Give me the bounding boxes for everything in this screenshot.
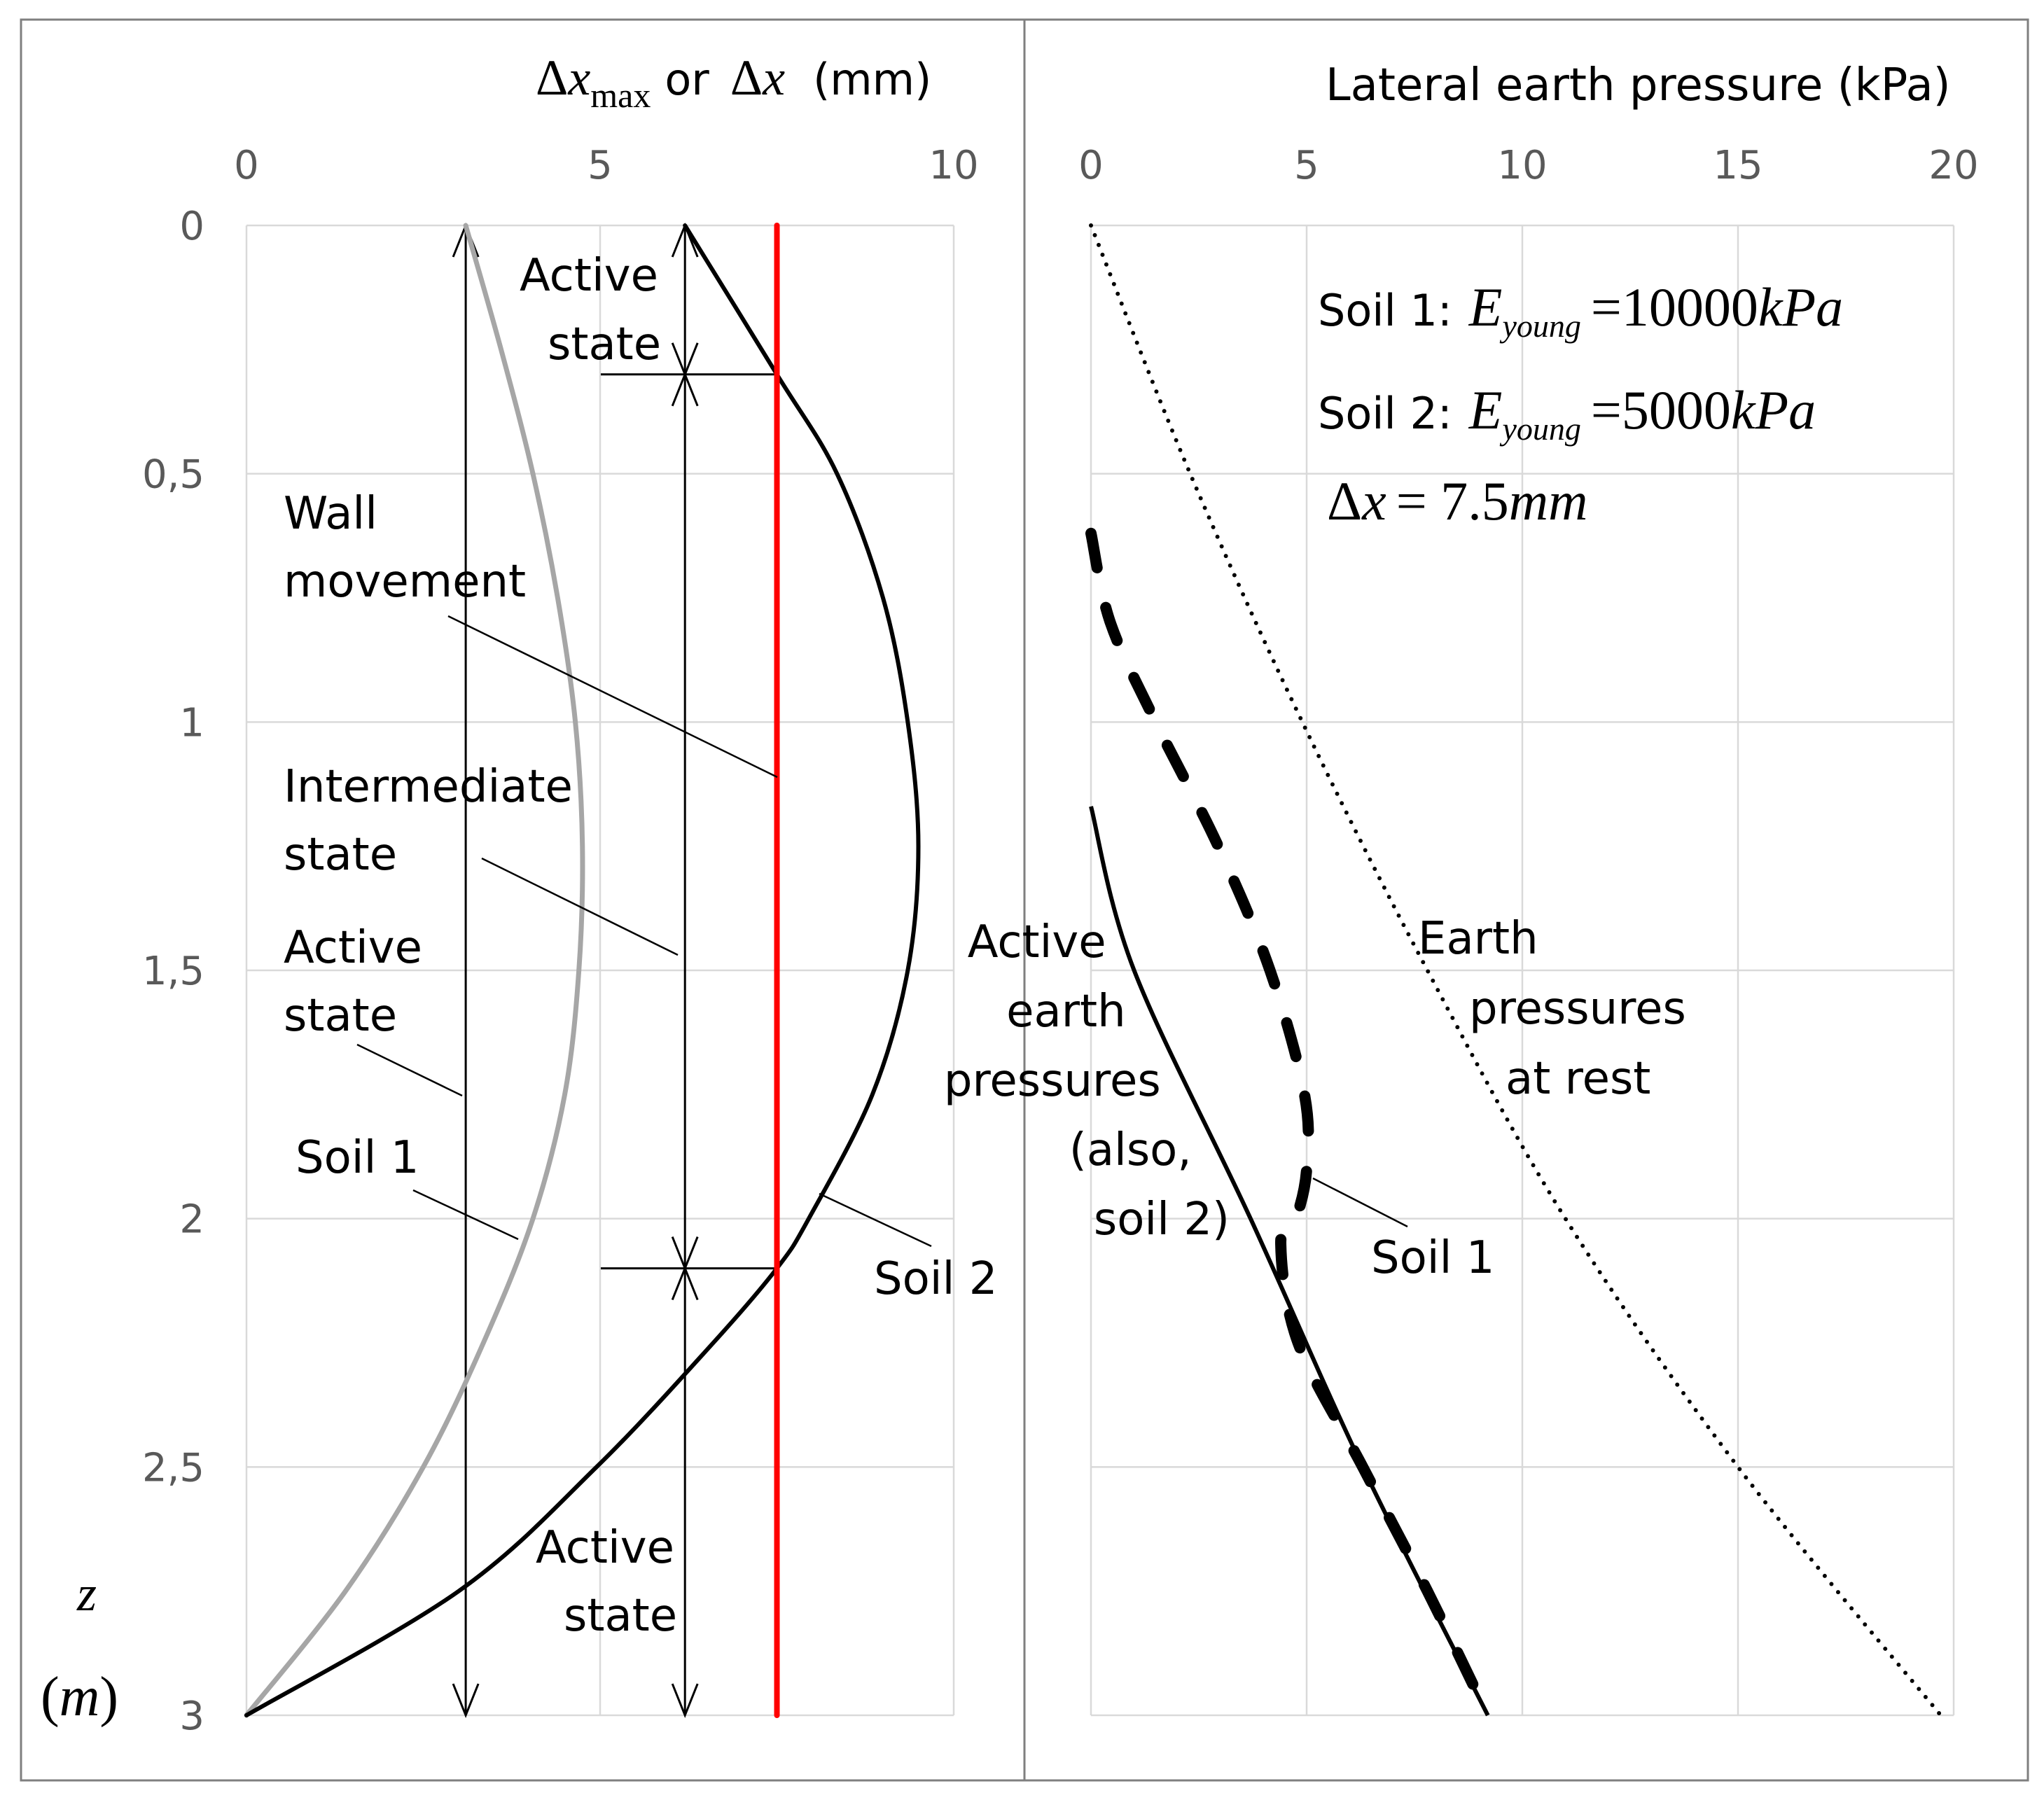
left-series-soil1: [244, 223, 585, 1718]
delta-x-param: Δx = 7.5mm: [1327, 470, 1587, 531]
soil2-param: Soil 2: Eyoung =5000kPa: [1318, 379, 1816, 447]
right-panel: 0 5 10 15 20 Lateral earth pressure (kPa) Ac…: [944, 60, 1979, 1721]
left-y-tick-label: 3: [179, 1694, 204, 1739]
dimension-arrowhead: [671, 1683, 699, 1719]
wall-movement-label: Wall movement: [284, 488, 526, 608]
left-x-tick-label: 0: [234, 143, 259, 188]
right-x-axis-title: Lateral earth pressure (kPa): [1326, 60, 1951, 111]
soil2-label: Soil 2: [874, 1253, 997, 1305]
left-y-tick-label: 0,5: [142, 452, 204, 498]
active-mid-leader-line: [356, 1043, 463, 1097]
soil1-right-label: Soil 1: [1371, 1232, 1494, 1284]
right-x-tick-label: 0: [1078, 143, 1104, 188]
left-x-tick-label: 10: [929, 143, 978, 188]
left-annotations: Active state Wall movement Intermediate sta…: [284, 250, 997, 1642]
soil1-left-label: Soil 1: [296, 1132, 419, 1184]
right-x-tick-label: 15: [1713, 143, 1763, 188]
right-series-active: [1089, 806, 1490, 1717]
intermediate-leader-line: [481, 857, 679, 956]
soil2-leader-line: [819, 1192, 932, 1248]
right-series-at_rest: [1089, 223, 1943, 1717]
active-bottom-label: Active state: [536, 1522, 677, 1642]
left-y-tick-label: 1: [179, 700, 204, 746]
left-y-tick-label: 0: [179, 204, 204, 249]
right-x-tick-label: 20: [1928, 143, 1978, 188]
left-series-soil2: [244, 223, 921, 1717]
right-gridlines: [1090, 224, 1955, 1717]
left-y-tick-labels: 0 0,5 1 1,5 2 2,5 3: [142, 204, 204, 1739]
left-x-tick-label: 5: [588, 143, 613, 188]
left-leader-lines: [356, 615, 932, 1248]
soil1-param: Soil 1: Eyoung =10000kPa: [1318, 277, 1843, 344]
right-annotations: Active earth pressures (also, soil 2) Ea…: [944, 913, 1700, 1284]
active-mid-label: Active state: [284, 922, 422, 1042]
left-y-tick-label: 2: [179, 1197, 204, 1243]
left-y-tick-label: 1,5: [142, 949, 204, 994]
soil1-leader-line: [412, 1189, 519, 1241]
left-gridlines: [245, 224, 955, 1717]
right-series: [1085, 223, 1943, 1721]
left-x-axis-title: Δxmax or Δx (mm): [536, 50, 931, 115]
right-x-tick-label: 5: [1294, 143, 1319, 188]
soil1-right-leader-line: [1312, 1177, 1408, 1228]
left-y-axis-var: z: [76, 1565, 97, 1621]
right-x-tick-label: 10: [1497, 143, 1547, 188]
left-series: [244, 223, 921, 1718]
left-y-tick-label: 2,5: [142, 1445, 204, 1491]
parameter-box: Soil 1: Eyoung =10000kPa Soil 2: Eyoung =500…: [1318, 277, 1843, 531]
active-earth-pressure-label: Active earth pressures (also, soil 2): [944, 916, 1230, 1246]
left-y-axis-unit: (m): [41, 1666, 118, 1728]
intermediate-state-label: Intermediate state: [284, 761, 573, 881]
active-top-label: Active state: [520, 250, 661, 370]
wall-leader-line: [447, 615, 778, 779]
left-x-tick-labels: 0 5 10: [234, 143, 978, 188]
left-panel: 0 5 10 0 0,5 1 1,5 2 2,5 3 Δxmax or Δx (mm) z (m) A…: [41, 50, 997, 1739]
earth-pressures-at-rest-label: Earth pressures at rest: [1418, 913, 1700, 1105]
dimension-arrowhead: [452, 1683, 480, 1719]
right-x-tick-labels: 0 5 10 15 20: [1078, 143, 1978, 188]
right-series-soil1: [1085, 527, 1494, 1721]
